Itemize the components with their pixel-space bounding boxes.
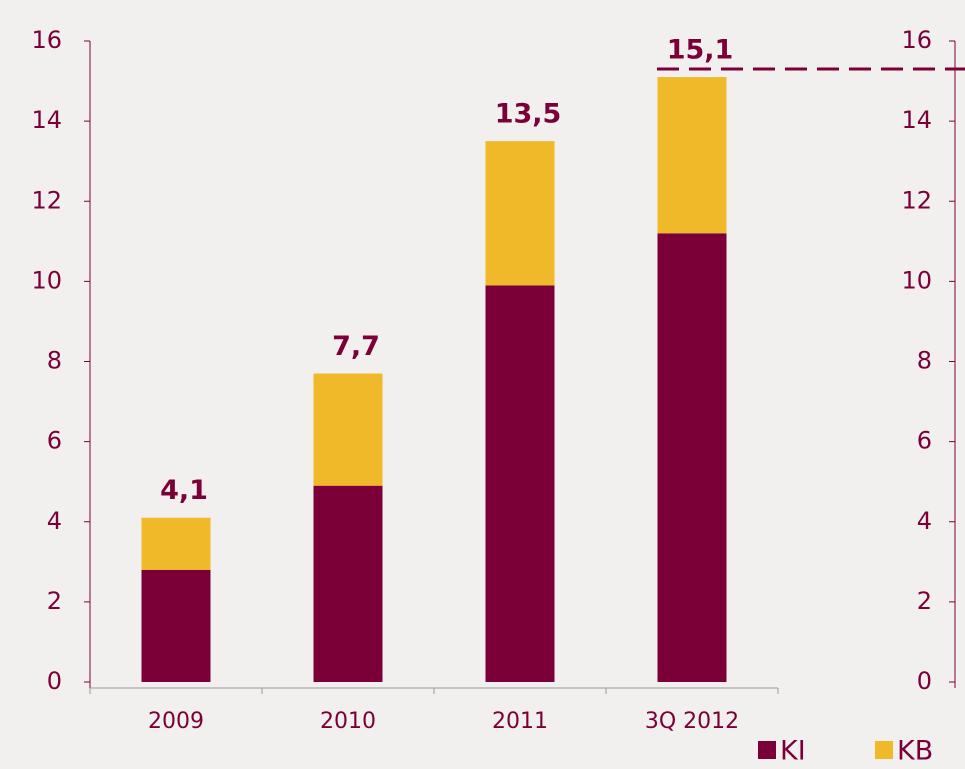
x-tick-label: 2011 (492, 709, 548, 734)
y2-tick-label: 14 (901, 106, 932, 134)
y2-tick-label: 16 (901, 26, 932, 54)
y-tick-label: 4 (47, 507, 62, 535)
bar-segment (141, 517, 211, 570)
y-tick-label: 8 (47, 347, 62, 375)
y2-tick-label: 12 (901, 186, 932, 214)
y-tick-label: 16 (31, 26, 62, 54)
y-tick-label: 12 (31, 186, 62, 214)
total-label: 15,1 (667, 35, 734, 66)
y2-tick-label: 6 (917, 427, 932, 455)
bar-segment (657, 77, 727, 234)
y-tick-label: 10 (31, 266, 62, 294)
x-tick-label: 3Q 2012 (645, 709, 739, 734)
legend-label: KI (780, 736, 806, 767)
bar-segment (485, 285, 555, 682)
x-tick-label: 2010 (320, 709, 376, 734)
y2-tick-label: 0 (917, 667, 932, 695)
x-tick-label: 2009 (148, 709, 204, 734)
total-label: 4,1 (160, 475, 208, 506)
legend-swatch (758, 741, 776, 759)
y2-tick-label: 10 (901, 266, 932, 294)
y-tick-label: 2 (47, 587, 62, 615)
bar-segment (313, 373, 383, 486)
y2-tick-label: 2 (917, 587, 932, 615)
total-label: 7,7 (332, 331, 380, 362)
bar-segment (313, 485, 383, 682)
y-tick-label: 0 (47, 667, 62, 695)
bar-segment (657, 233, 727, 683)
legend-swatch (875, 741, 893, 759)
y-tick-label: 14 (31, 106, 62, 134)
total-label: 13,5 (495, 99, 562, 130)
bar-segment (485, 141, 555, 286)
bar-segment (141, 569, 211, 682)
legend-label: KB (897, 736, 933, 767)
y-tick-label: 6 (47, 427, 62, 455)
y2-tick-label: 8 (917, 347, 932, 375)
y2-tick-label: 4 (917, 507, 932, 535)
